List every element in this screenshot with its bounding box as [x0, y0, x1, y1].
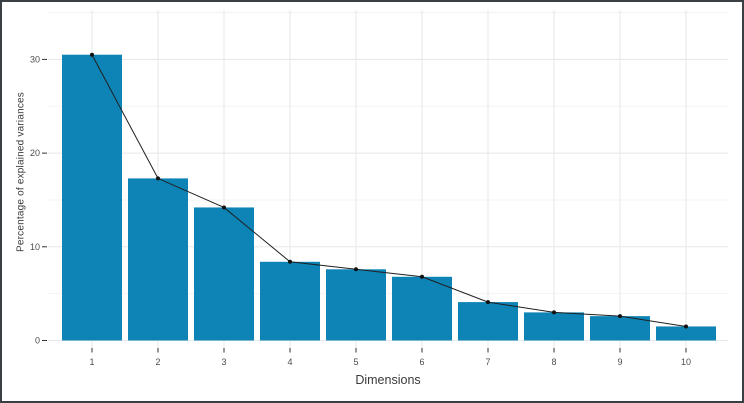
y-axis-title: Percentage of explained variances	[15, 91, 27, 253]
bar-dimension-5	[326, 269, 386, 341]
scree-point	[354, 267, 358, 272]
bar-dimension-1	[62, 54, 122, 341]
scree-point	[420, 274, 424, 279]
scree-point	[552, 310, 556, 315]
x-tick-label: 7	[485, 357, 490, 367]
y-tick-label: 0	[35, 336, 40, 346]
x-tick-label: 2	[155, 357, 160, 367]
bar-dimension-4	[260, 261, 320, 341]
x-tick-label: 4	[287, 357, 292, 367]
x-tick-label: 5	[353, 357, 358, 367]
bar-dimension-6	[392, 276, 452, 341]
x-axis-title: Dimensions	[355, 373, 421, 387]
bar-dimension-2	[128, 178, 188, 341]
x-tick-label: 6	[419, 357, 424, 367]
bar-dimension-9	[590, 316, 650, 341]
bar-dimension-8	[524, 312, 584, 341]
x-tick-label: 8	[551, 357, 556, 367]
scree-line	[91, 54, 687, 327]
scree-point	[222, 205, 226, 210]
y-tick-label: 20	[30, 148, 40, 158]
y-tick-label: 10	[30, 242, 40, 252]
scree-point	[618, 314, 622, 319]
x-tick-label: 9	[617, 357, 622, 367]
scree-point	[684, 324, 688, 329]
bar-dimension-3	[194, 207, 254, 341]
scree-point	[90, 52, 94, 57]
scree-point	[156, 176, 160, 181]
x-tick-label: 10	[681, 357, 691, 367]
x-tick-label: 3	[221, 357, 226, 367]
scree-point	[288, 259, 292, 264]
x-tick-label: 1	[89, 357, 94, 367]
scree-point	[486, 300, 490, 305]
bar-dimension-10	[656, 326, 716, 341]
y-tick-label: 30	[30, 54, 40, 64]
bar-dimension-7	[458, 302, 518, 341]
